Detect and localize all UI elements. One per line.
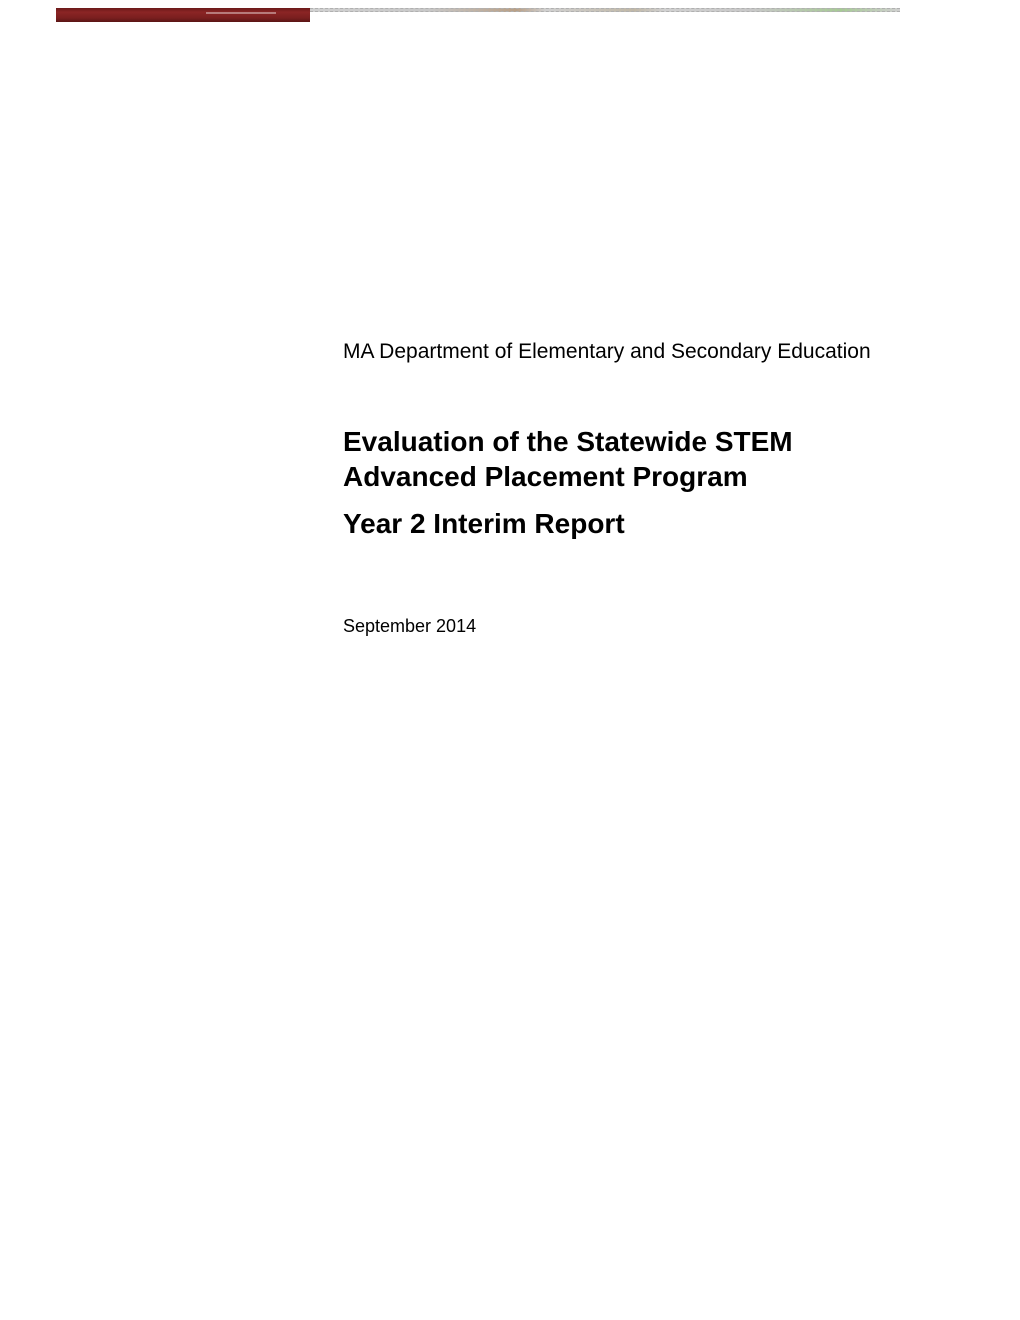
document-title-line-1: Evaluation of the Statewide STEM <box>343 424 890 459</box>
document-date: September 2014 <box>343 616 890 637</box>
header-bar-maroon-segment <box>56 8 310 22</box>
header-decoration-bar <box>56 8 900 22</box>
document-content: MA Department of Elementary and Secondar… <box>343 340 890 637</box>
header-bar-gradient-segment <box>310 8 900 12</box>
document-title-line-2: Advanced Placement Program <box>343 459 890 494</box>
organization-name: MA Department of Elementary and Secondar… <box>343 340 890 364</box>
document-subtitle: Year 2 Interim Report <box>343 506 890 541</box>
